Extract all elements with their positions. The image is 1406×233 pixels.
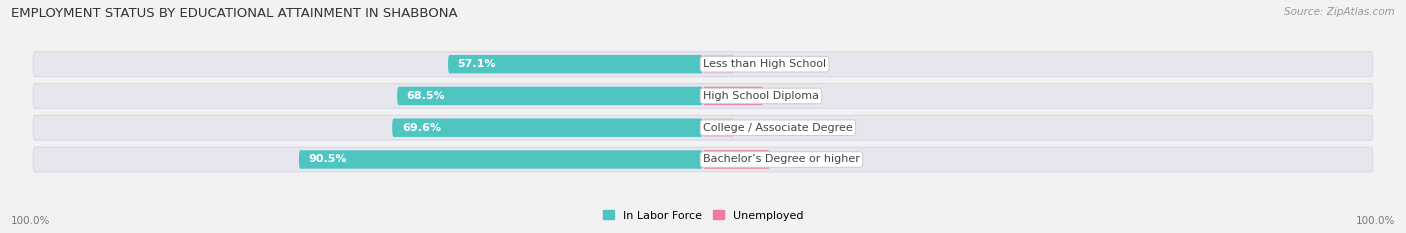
FancyBboxPatch shape [34, 52, 1372, 77]
FancyBboxPatch shape [34, 84, 1372, 108]
Text: High School Diploma: High School Diploma [703, 91, 820, 101]
FancyBboxPatch shape [703, 87, 763, 105]
Text: 90.5%: 90.5% [308, 154, 347, 164]
FancyBboxPatch shape [34, 115, 1372, 140]
FancyBboxPatch shape [703, 55, 735, 73]
FancyBboxPatch shape [703, 150, 770, 169]
FancyBboxPatch shape [449, 55, 703, 73]
FancyBboxPatch shape [299, 150, 703, 169]
Text: 100.0%: 100.0% [1355, 216, 1395, 226]
Text: EMPLOYMENT STATUS BY EDUCATIONAL ATTAINMENT IN SHABBONA: EMPLOYMENT STATUS BY EDUCATIONAL ATTAINM… [11, 7, 458, 20]
Text: 6.3%: 6.3% [773, 91, 801, 101]
FancyBboxPatch shape [396, 87, 703, 105]
FancyBboxPatch shape [392, 119, 703, 137]
Legend: In Labor Force, Unemployed: In Labor Force, Unemployed [598, 206, 808, 225]
Text: 0.0%: 0.0% [744, 59, 773, 69]
Text: Bachelor’s Degree or higher: Bachelor’s Degree or higher [703, 154, 860, 164]
Text: 100.0%: 100.0% [11, 216, 51, 226]
Text: 7.0%: 7.0% [779, 154, 808, 164]
Text: 0.0%: 0.0% [744, 123, 773, 133]
FancyBboxPatch shape [34, 147, 1372, 172]
Text: 68.5%: 68.5% [406, 91, 446, 101]
Text: Source: ZipAtlas.com: Source: ZipAtlas.com [1284, 7, 1395, 17]
Text: 69.6%: 69.6% [402, 123, 440, 133]
FancyBboxPatch shape [703, 119, 735, 137]
Text: Less than High School: Less than High School [703, 59, 827, 69]
Text: College / Associate Degree: College / Associate Degree [703, 123, 853, 133]
Text: 57.1%: 57.1% [457, 59, 496, 69]
